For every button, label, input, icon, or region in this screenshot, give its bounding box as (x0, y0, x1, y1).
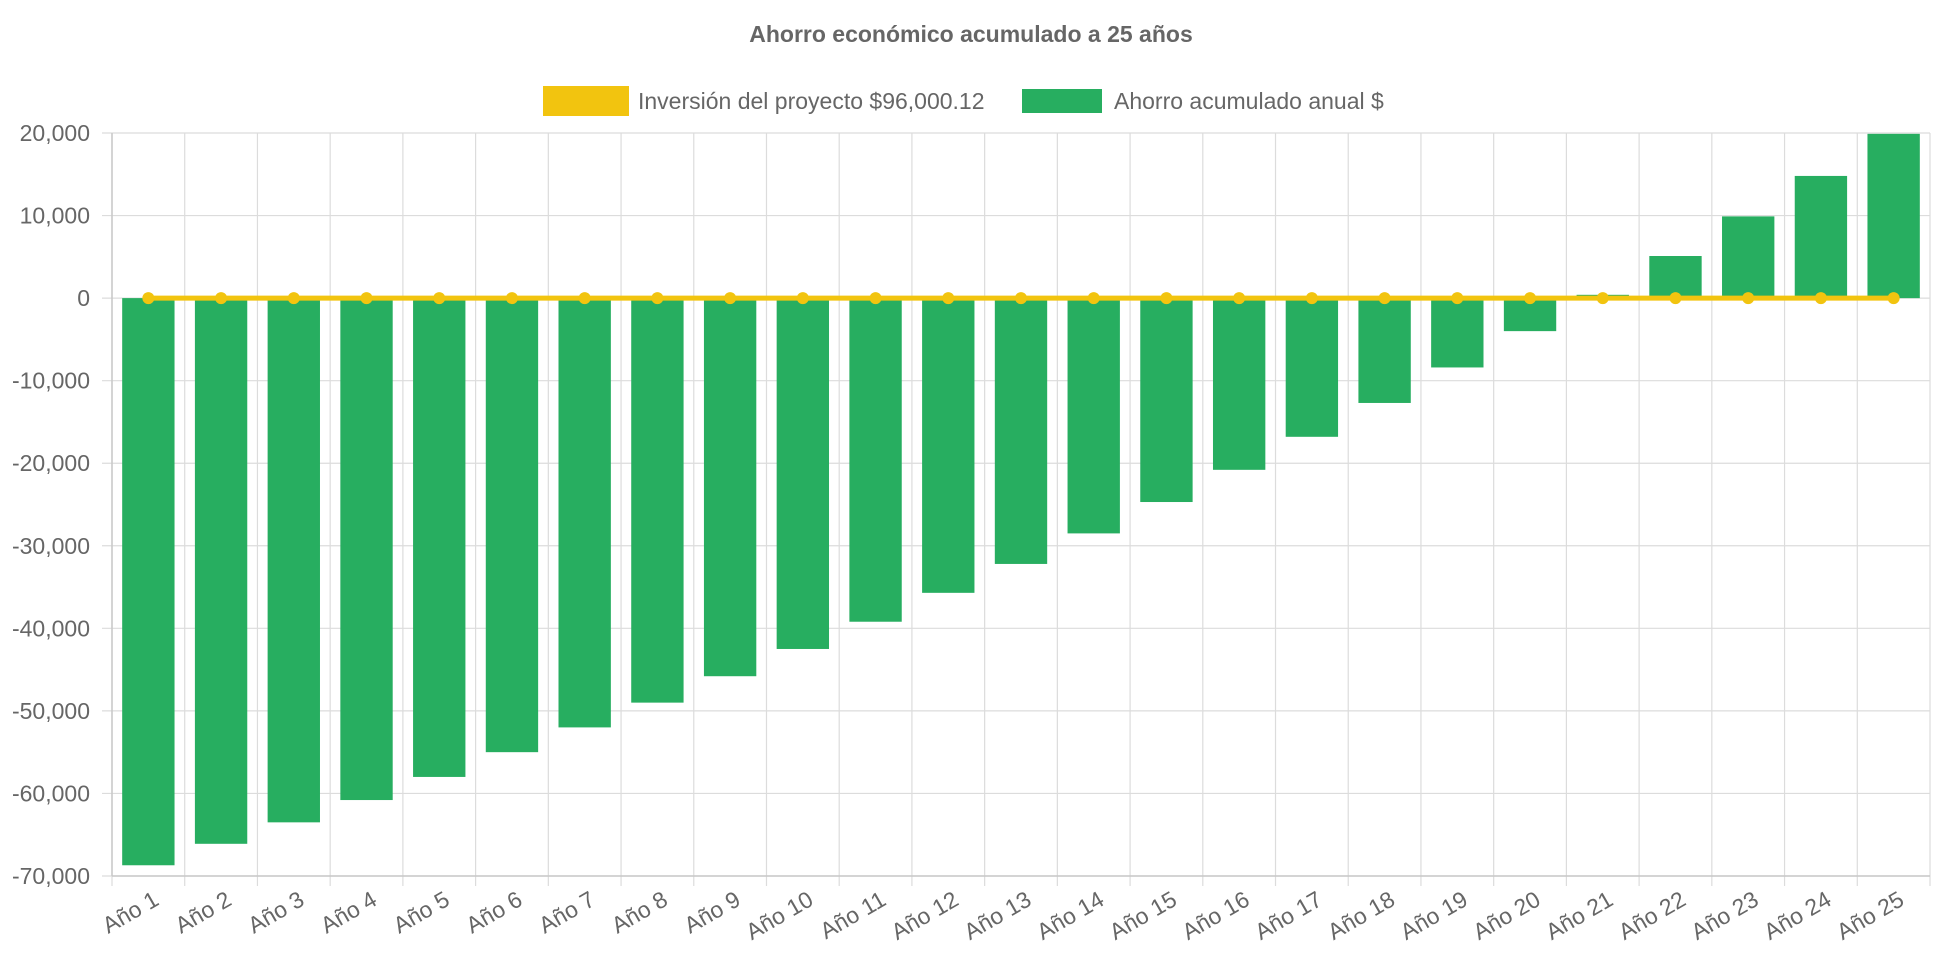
x-tick-label: Año 16 (1178, 886, 1254, 945)
x-tick-label: Año 3 (243, 886, 308, 939)
y-tick-label: 20,000 (20, 120, 90, 146)
y-tick-label: -40,000 (12, 615, 90, 641)
y-tick-label: 10,000 (20, 203, 90, 229)
investment-point-23 (1742, 292, 1755, 305)
y-tick-label: -10,000 (12, 368, 90, 394)
investment-point-5 (433, 292, 446, 305)
x-tick-label: Año 24 (1759, 886, 1835, 945)
investment-point-9 (724, 292, 737, 305)
x-tick-label: Año 1 (98, 886, 163, 939)
investment-point-17 (1305, 292, 1318, 305)
x-tick-label: Año 5 (389, 886, 454, 939)
bar-ahorro-2 (194, 298, 248, 844)
x-tick-label: Año 12 (887, 886, 963, 945)
x-tick-label: Año 10 (741, 886, 817, 945)
legend-label-inversion: Inversión del proyecto $96,000.12 (638, 88, 985, 114)
bar-ahorro-18 (1358, 298, 1411, 403)
investment-point-7 (578, 292, 591, 305)
x-tick-label: Año 20 (1468, 886, 1544, 945)
bar-ahorro-24 (1794, 175, 1848, 299)
x-tick-label: Año 19 (1396, 886, 1472, 945)
x-tick-label: Año 22 (1614, 886, 1690, 945)
investment-point-10 (796, 292, 809, 305)
legend-label-ahorro: Ahorro acumulado anual $ (1114, 88, 1384, 114)
y-tick-label: -50,000 (12, 698, 90, 724)
bar-ahorro-1 (122, 298, 175, 866)
x-tick-label: Año 8 (607, 886, 672, 939)
chart-legend[interactable]: Inversión del proyecto $96,000.12 Ahorro … (543, 86, 1384, 116)
x-tick-label: Año 17 (1250, 886, 1326, 945)
investment-point-20 (1524, 292, 1537, 305)
y-tick-label: 0 (77, 285, 90, 311)
legend-swatch-ahorro (1022, 89, 1102, 113)
investment-point-2 (215, 292, 228, 305)
bar-series (122, 133, 1920, 866)
investment-point-22 (1669, 292, 1682, 305)
bar-ahorro-22 (1649, 256, 1702, 299)
bar-ahorro-16 (1212, 298, 1266, 470)
x-tick-label: Año 23 (1687, 886, 1763, 945)
bar-ahorro-14 (1067, 298, 1120, 534)
x-tick-label: Año 13 (959, 886, 1035, 945)
investment-point-25 (1887, 292, 1900, 305)
y-tick-label: -20,000 (12, 450, 90, 476)
x-tick-label: Año 7 (534, 886, 599, 939)
y-tick-label: -60,000 (12, 780, 90, 806)
bar-ahorro-25 (1867, 133, 1920, 299)
x-tick-label: Año 25 (1832, 886, 1908, 945)
bar-ahorro-17 (1285, 298, 1339, 437)
bar-ahorro-8 (631, 298, 684, 703)
bar-ahorro-9 (703, 298, 757, 677)
x-tick-label: Año 4 (316, 886, 381, 939)
investment-point-13 (1015, 292, 1027, 305)
bar-ahorro-12 (922, 298, 975, 593)
chart-title: Ahorro económico acumulado a 25 años (749, 21, 1193, 47)
x-tick-label: Año 2 (171, 886, 236, 939)
x-tick-label: Año 6 (461, 886, 526, 939)
bar-ahorro-23 (1722, 216, 1775, 299)
investment-point-4 (360, 292, 373, 305)
chart-grid (102, 132, 1931, 886)
investment-point-14 (1087, 292, 1100, 305)
bar-ahorro-5 (413, 298, 466, 777)
y-tick-label: -30,000 (12, 533, 90, 559)
bar-ahorro-10 (776, 298, 830, 649)
investment-point-11 (869, 292, 882, 305)
bar-ahorro-7 (558, 298, 611, 728)
x-tick-label: Año 21 (1541, 886, 1617, 945)
investment-point-18 (1378, 292, 1391, 305)
bar-ahorro-3 (267, 298, 320, 823)
bar-ahorro-19 (1431, 298, 1484, 368)
investment-point-16 (1233, 292, 1246, 305)
investment-point-1 (142, 292, 155, 305)
bar-ahorro-11 (849, 298, 902, 622)
legend-swatch-inversion (543, 86, 629, 116)
investment-point-15 (1160, 292, 1173, 305)
investment-point-8 (651, 292, 664, 305)
x-tick-label: Año 18 (1323, 886, 1399, 945)
x-tick-label: Año 9 (680, 886, 745, 939)
line-series (142, 292, 1900, 305)
investment-point-19 (1451, 292, 1464, 305)
bar-ahorro-15 (1140, 298, 1193, 503)
bar-ahorro-4 (340, 298, 393, 801)
investment-point-3 (287, 292, 300, 305)
y-tick-label: -70,000 (12, 863, 90, 889)
bar-ahorro-6 (485, 298, 539, 753)
investment-point-21 (1596, 292, 1609, 305)
x-tick-label: Año 15 (1105, 886, 1181, 945)
investment-point-6 (505, 292, 518, 305)
x-tick-label: Año 11 (815, 886, 890, 944)
x-tick-label: Año 14 (1032, 886, 1108, 945)
investment-point-12 (942, 292, 955, 305)
investment-point-24 (1814, 292, 1827, 305)
bar-ahorro-13 (994, 298, 1048, 564)
